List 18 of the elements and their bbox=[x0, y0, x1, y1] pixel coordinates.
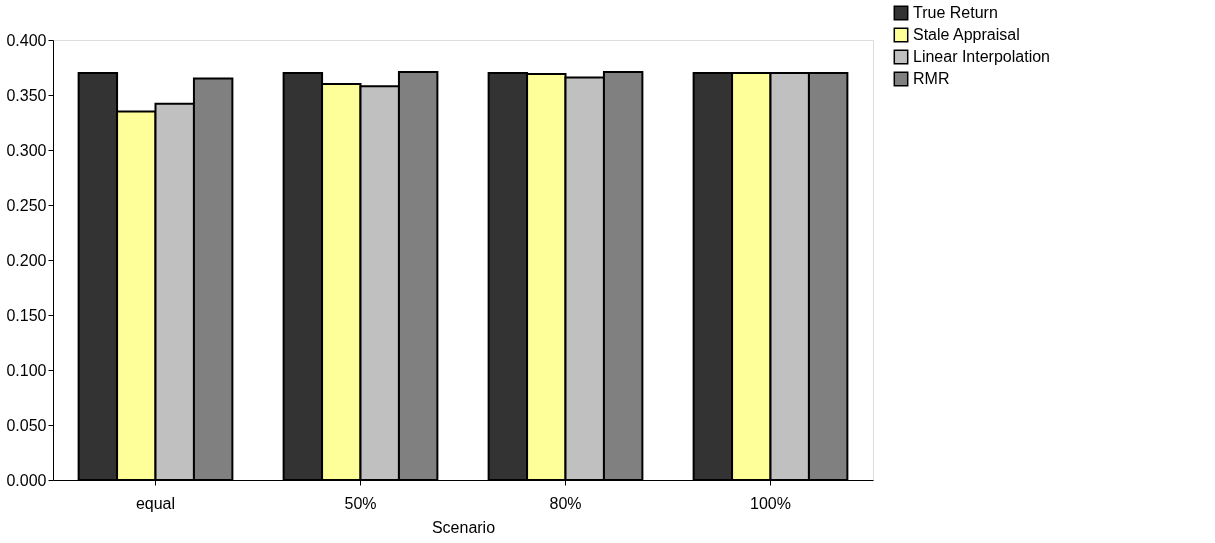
y-tick-label: 0.000 bbox=[6, 471, 47, 489]
x-tick-label: 80% bbox=[549, 494, 582, 512]
x-tick-label: equal bbox=[135, 494, 176, 512]
y-tick-label: 0.100 bbox=[6, 361, 47, 379]
y-tick-label: 0.150 bbox=[6, 306, 47, 324]
legend-label: RMR bbox=[913, 70, 950, 87]
y-tick-label: 0.050 bbox=[6, 416, 47, 434]
y-tick-label: 0.300 bbox=[6, 141, 47, 159]
x-axis-title: Scenario bbox=[431, 518, 496, 536]
y-tick-label: 0.350 bbox=[6, 86, 47, 104]
legend-label: Stale Appraisal bbox=[913, 26, 1020, 43]
y-tick-label: 0.250 bbox=[6, 196, 47, 214]
y-tick-label: 0.200 bbox=[6, 251, 47, 269]
legend-label: Linear Interpolation bbox=[913, 48, 1050, 65]
x-tick-label: 100% bbox=[750, 494, 791, 512]
x-tick-label: 50% bbox=[344, 494, 377, 512]
y-tick-label: 0.400 bbox=[6, 31, 47, 49]
legend-label: True Return bbox=[913, 4, 998, 21]
